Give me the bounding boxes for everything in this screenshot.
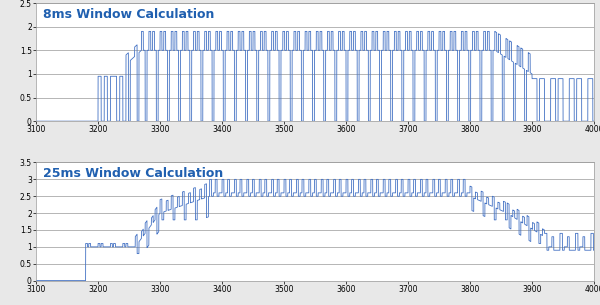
Text: 25ms Window Calculation: 25ms Window Calculation bbox=[43, 167, 223, 180]
Text: 8ms Window Calculation: 8ms Window Calculation bbox=[43, 8, 214, 21]
